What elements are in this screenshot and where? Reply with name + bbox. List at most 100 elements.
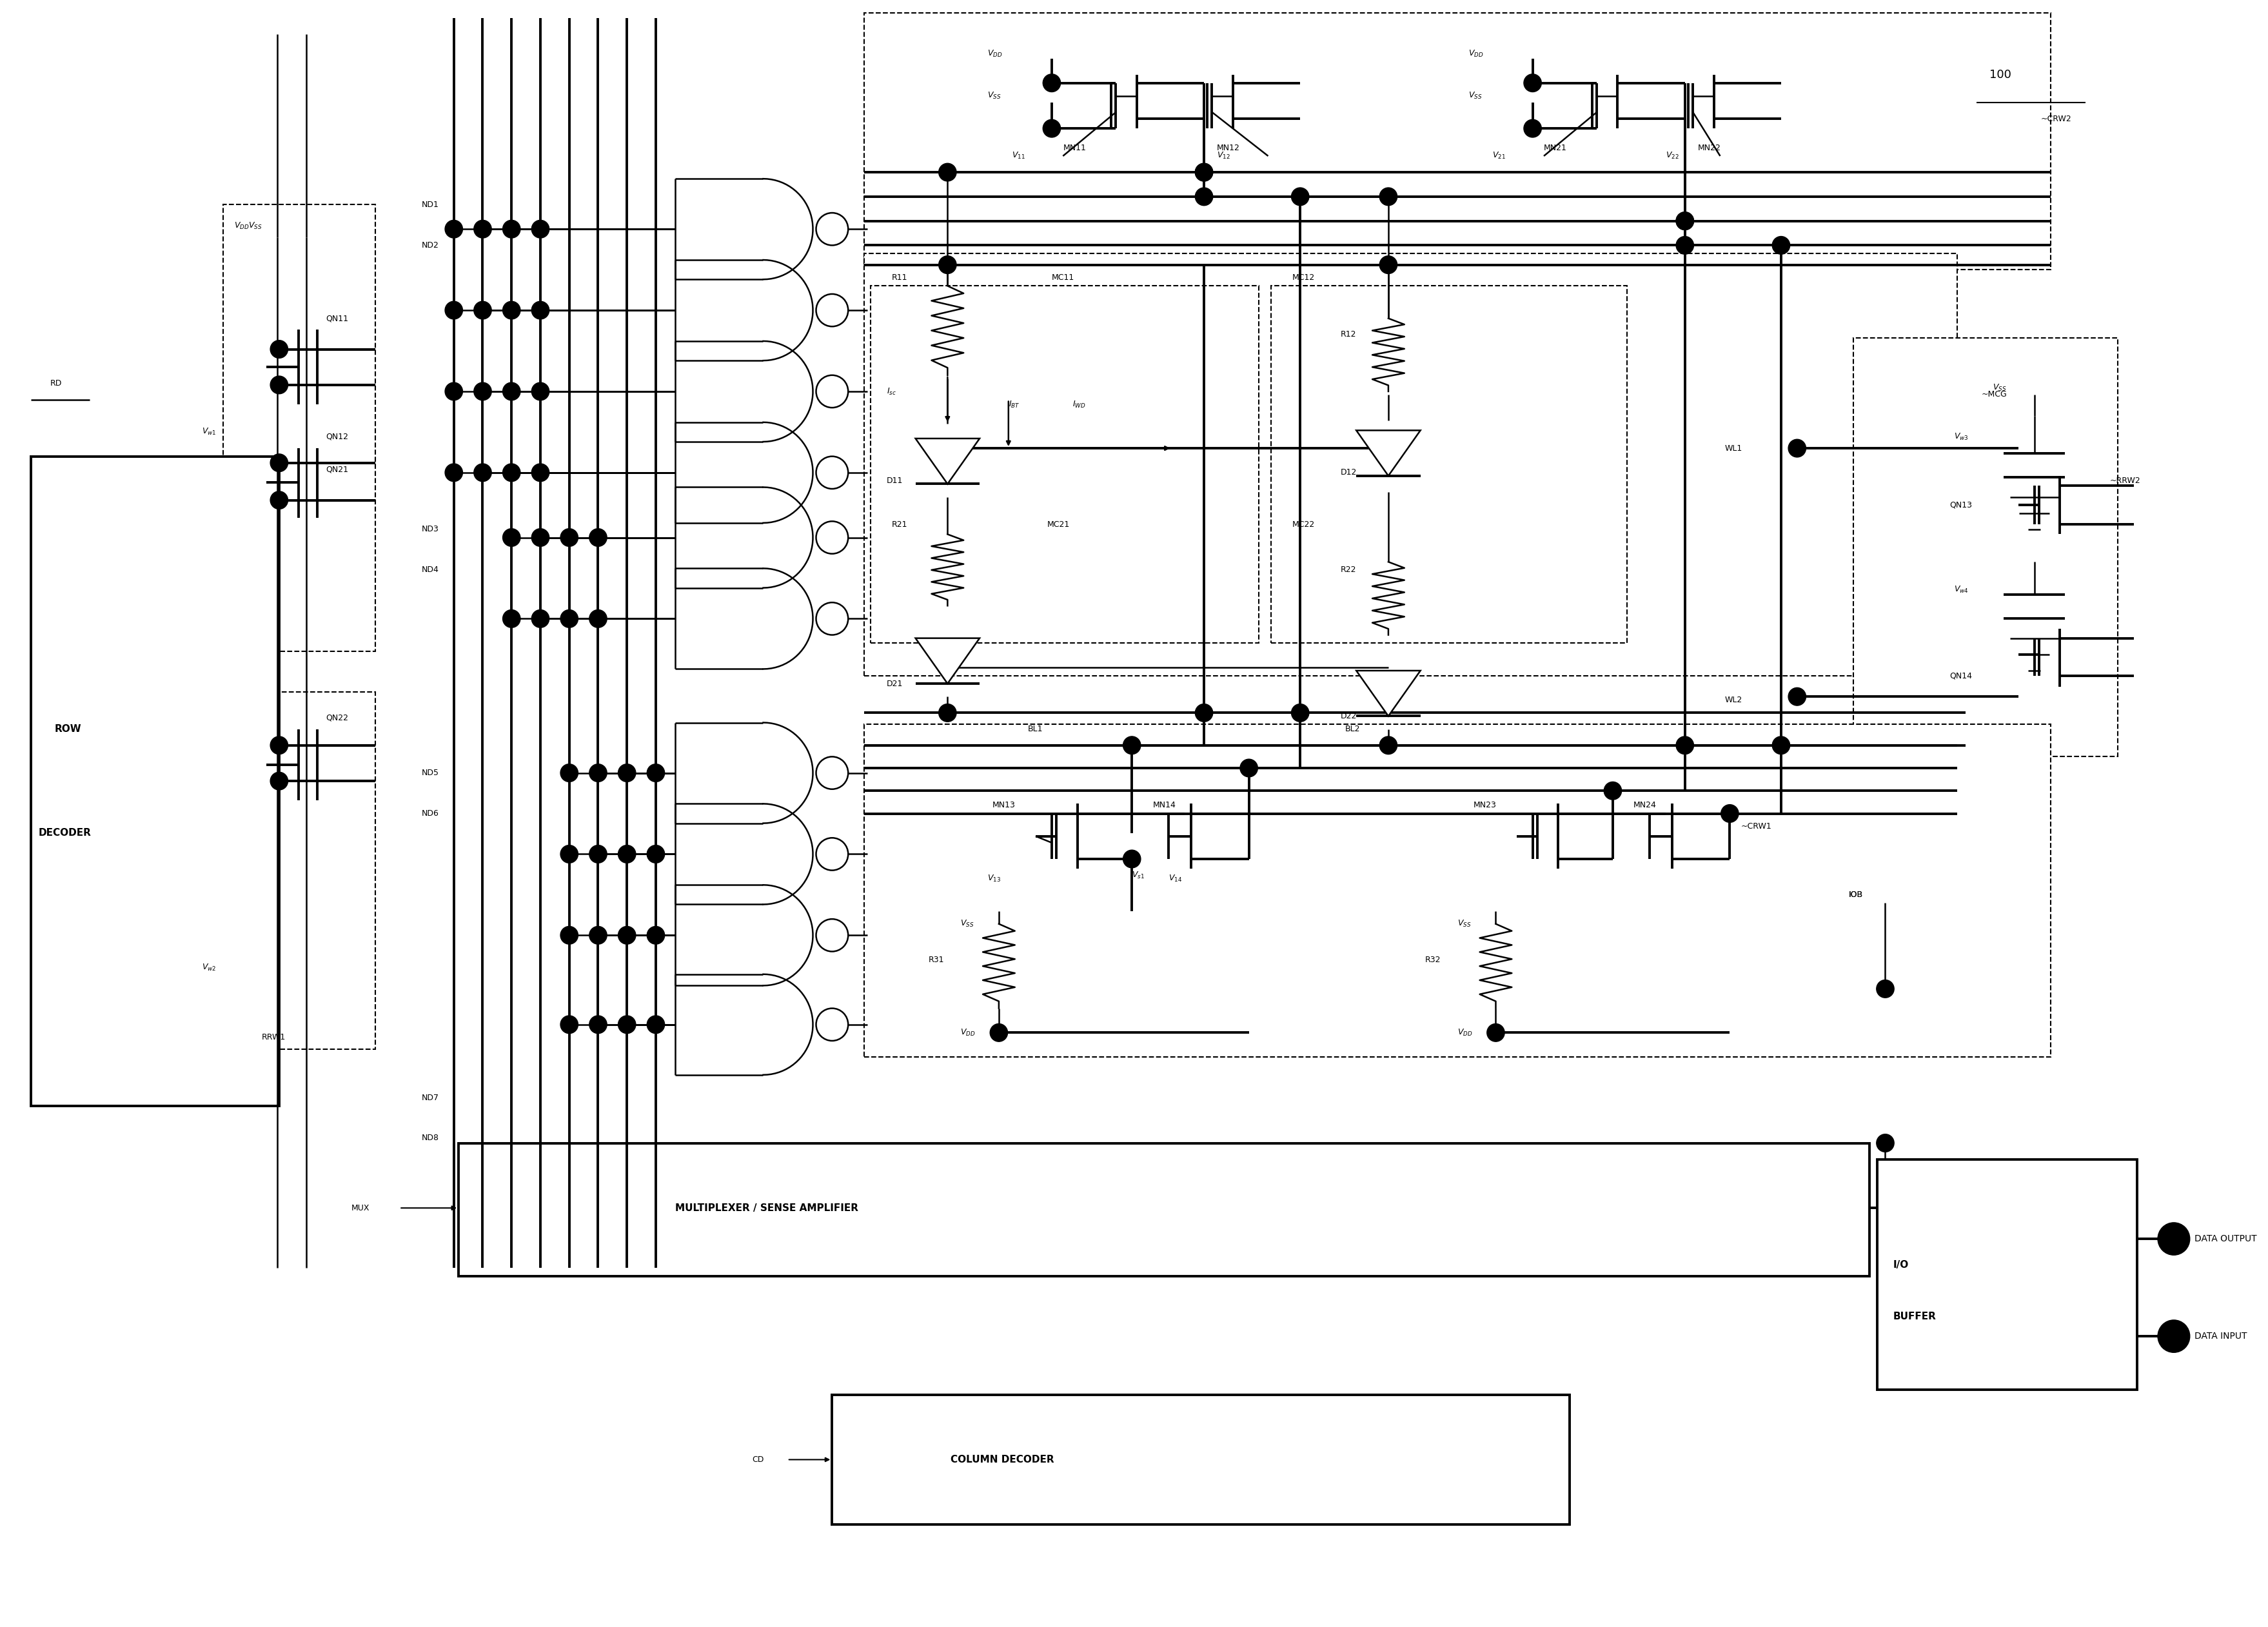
- Text: D11: D11: [887, 477, 903, 485]
- Text: MC21: MC21: [1048, 521, 1070, 529]
- Text: MN22: MN22: [1699, 143, 1721, 151]
- Circle shape: [590, 529, 608, 547]
- Text: QN13: QN13: [1950, 501, 1971, 509]
- Text: ND6: ND6: [422, 809, 440, 818]
- Text: D22: D22: [1340, 713, 1356, 721]
- Circle shape: [619, 1015, 635, 1033]
- Circle shape: [1721, 805, 1740, 822]
- Text: MC11: MC11: [1052, 273, 1075, 281]
- Text: $V_{SS}$: $V_{SS}$: [1458, 919, 1472, 929]
- Text: $I_{WD}$: $I_{WD}$: [1073, 400, 1086, 410]
- Text: RD: RD: [50, 379, 61, 387]
- Text: $V_{11}$: $V_{11}$: [1012, 151, 1025, 161]
- Circle shape: [646, 1015, 665, 1033]
- Circle shape: [1043, 119, 1061, 137]
- Circle shape: [1195, 187, 1213, 205]
- Text: $V_{s1}$: $V_{s1}$: [1132, 870, 1145, 880]
- Bar: [1272, 286, 1626, 643]
- Circle shape: [646, 765, 665, 783]
- Text: ~RRW2: ~RRW2: [2109, 477, 2141, 485]
- Circle shape: [531, 301, 549, 319]
- Circle shape: [1123, 849, 1141, 867]
- Circle shape: [1524, 119, 1542, 137]
- Circle shape: [991, 1023, 1007, 1041]
- Circle shape: [939, 704, 957, 722]
- Polygon shape: [916, 439, 980, 483]
- Text: $V_{DD}$$V_{SS}$: $V_{DD}$$V_{SS}$: [234, 221, 263, 231]
- Text: QN14: QN14: [1950, 672, 1971, 680]
- Circle shape: [939, 255, 957, 273]
- Circle shape: [619, 926, 635, 944]
- Text: R12: R12: [1340, 330, 1356, 338]
- Circle shape: [560, 529, 578, 547]
- Circle shape: [1195, 163, 1213, 181]
- Text: IOB: IOB: [1848, 890, 1862, 898]
- Circle shape: [445, 220, 463, 238]
- Circle shape: [1676, 212, 1694, 229]
- Circle shape: [590, 1015, 608, 1033]
- Text: R21: R21: [891, 521, 907, 529]
- Circle shape: [531, 220, 549, 238]
- Circle shape: [503, 529, 519, 547]
- Circle shape: [445, 382, 463, 400]
- Circle shape: [503, 220, 519, 238]
- Text: IOB: IOB: [1848, 890, 1862, 898]
- Bar: [32, 456, 279, 1106]
- Circle shape: [1771, 737, 1789, 755]
- Text: $V_{SS}$: $V_{SS}$: [1994, 384, 2007, 394]
- Text: MN14: MN14: [1152, 800, 1175, 810]
- Text: $V_{SS}$: $V_{SS}$: [987, 91, 1002, 101]
- Text: RRW1: RRW1: [261, 1033, 286, 1041]
- Circle shape: [503, 301, 519, 319]
- Circle shape: [816, 294, 848, 327]
- Text: D12: D12: [1340, 469, 1356, 477]
- Text: $I_{sc}$: $I_{sc}$: [887, 387, 896, 397]
- Circle shape: [531, 382, 549, 400]
- Circle shape: [1876, 1134, 1894, 1152]
- Circle shape: [270, 454, 288, 472]
- Circle shape: [816, 757, 848, 789]
- Text: ND5: ND5: [422, 768, 440, 778]
- Circle shape: [1123, 737, 1141, 755]
- Circle shape: [1241, 760, 1259, 778]
- Text: $V_{w4}$: $V_{w4}$: [1955, 584, 1969, 594]
- Bar: [864, 724, 2050, 1058]
- Text: ND4: ND4: [422, 566, 440, 574]
- Text: CD: CD: [753, 1456, 764, 1464]
- Text: DATA INPUT: DATA INPUT: [2195, 1333, 2248, 1341]
- Text: QN11: QN11: [327, 314, 349, 322]
- Text: ND1: ND1: [422, 200, 440, 208]
- Text: MN12: MN12: [1218, 143, 1241, 151]
- Circle shape: [1787, 439, 1805, 457]
- Circle shape: [816, 456, 848, 488]
- Circle shape: [1195, 163, 1213, 181]
- Circle shape: [503, 610, 519, 628]
- Bar: [864, 13, 2050, 270]
- Circle shape: [474, 301, 492, 319]
- Circle shape: [1379, 737, 1397, 755]
- Circle shape: [816, 213, 848, 246]
- Circle shape: [1771, 236, 1789, 254]
- Circle shape: [1676, 212, 1694, 229]
- Circle shape: [270, 737, 288, 755]
- Text: QN21: QN21: [327, 465, 349, 473]
- Text: QN12: QN12: [327, 433, 349, 441]
- Circle shape: [531, 610, 549, 628]
- Circle shape: [560, 926, 578, 944]
- Circle shape: [1603, 783, 1622, 800]
- Text: COLUMN DECODER: COLUMN DECODER: [950, 1455, 1055, 1464]
- Circle shape: [445, 301, 463, 319]
- Circle shape: [816, 1009, 848, 1041]
- Circle shape: [939, 163, 957, 181]
- Text: BL1: BL1: [1027, 726, 1043, 734]
- Polygon shape: [1356, 670, 1420, 716]
- Bar: [222, 205, 374, 651]
- Text: $V_{DD}$: $V_{DD}$: [1467, 49, 1483, 59]
- Circle shape: [1195, 704, 1213, 722]
- Circle shape: [1379, 187, 1397, 205]
- Text: ND8: ND8: [422, 1134, 440, 1142]
- Text: MC22: MC22: [1293, 521, 1315, 529]
- Text: $V_{22}$: $V_{22}$: [1665, 151, 1678, 161]
- Bar: [864, 254, 1957, 675]
- Circle shape: [531, 464, 549, 482]
